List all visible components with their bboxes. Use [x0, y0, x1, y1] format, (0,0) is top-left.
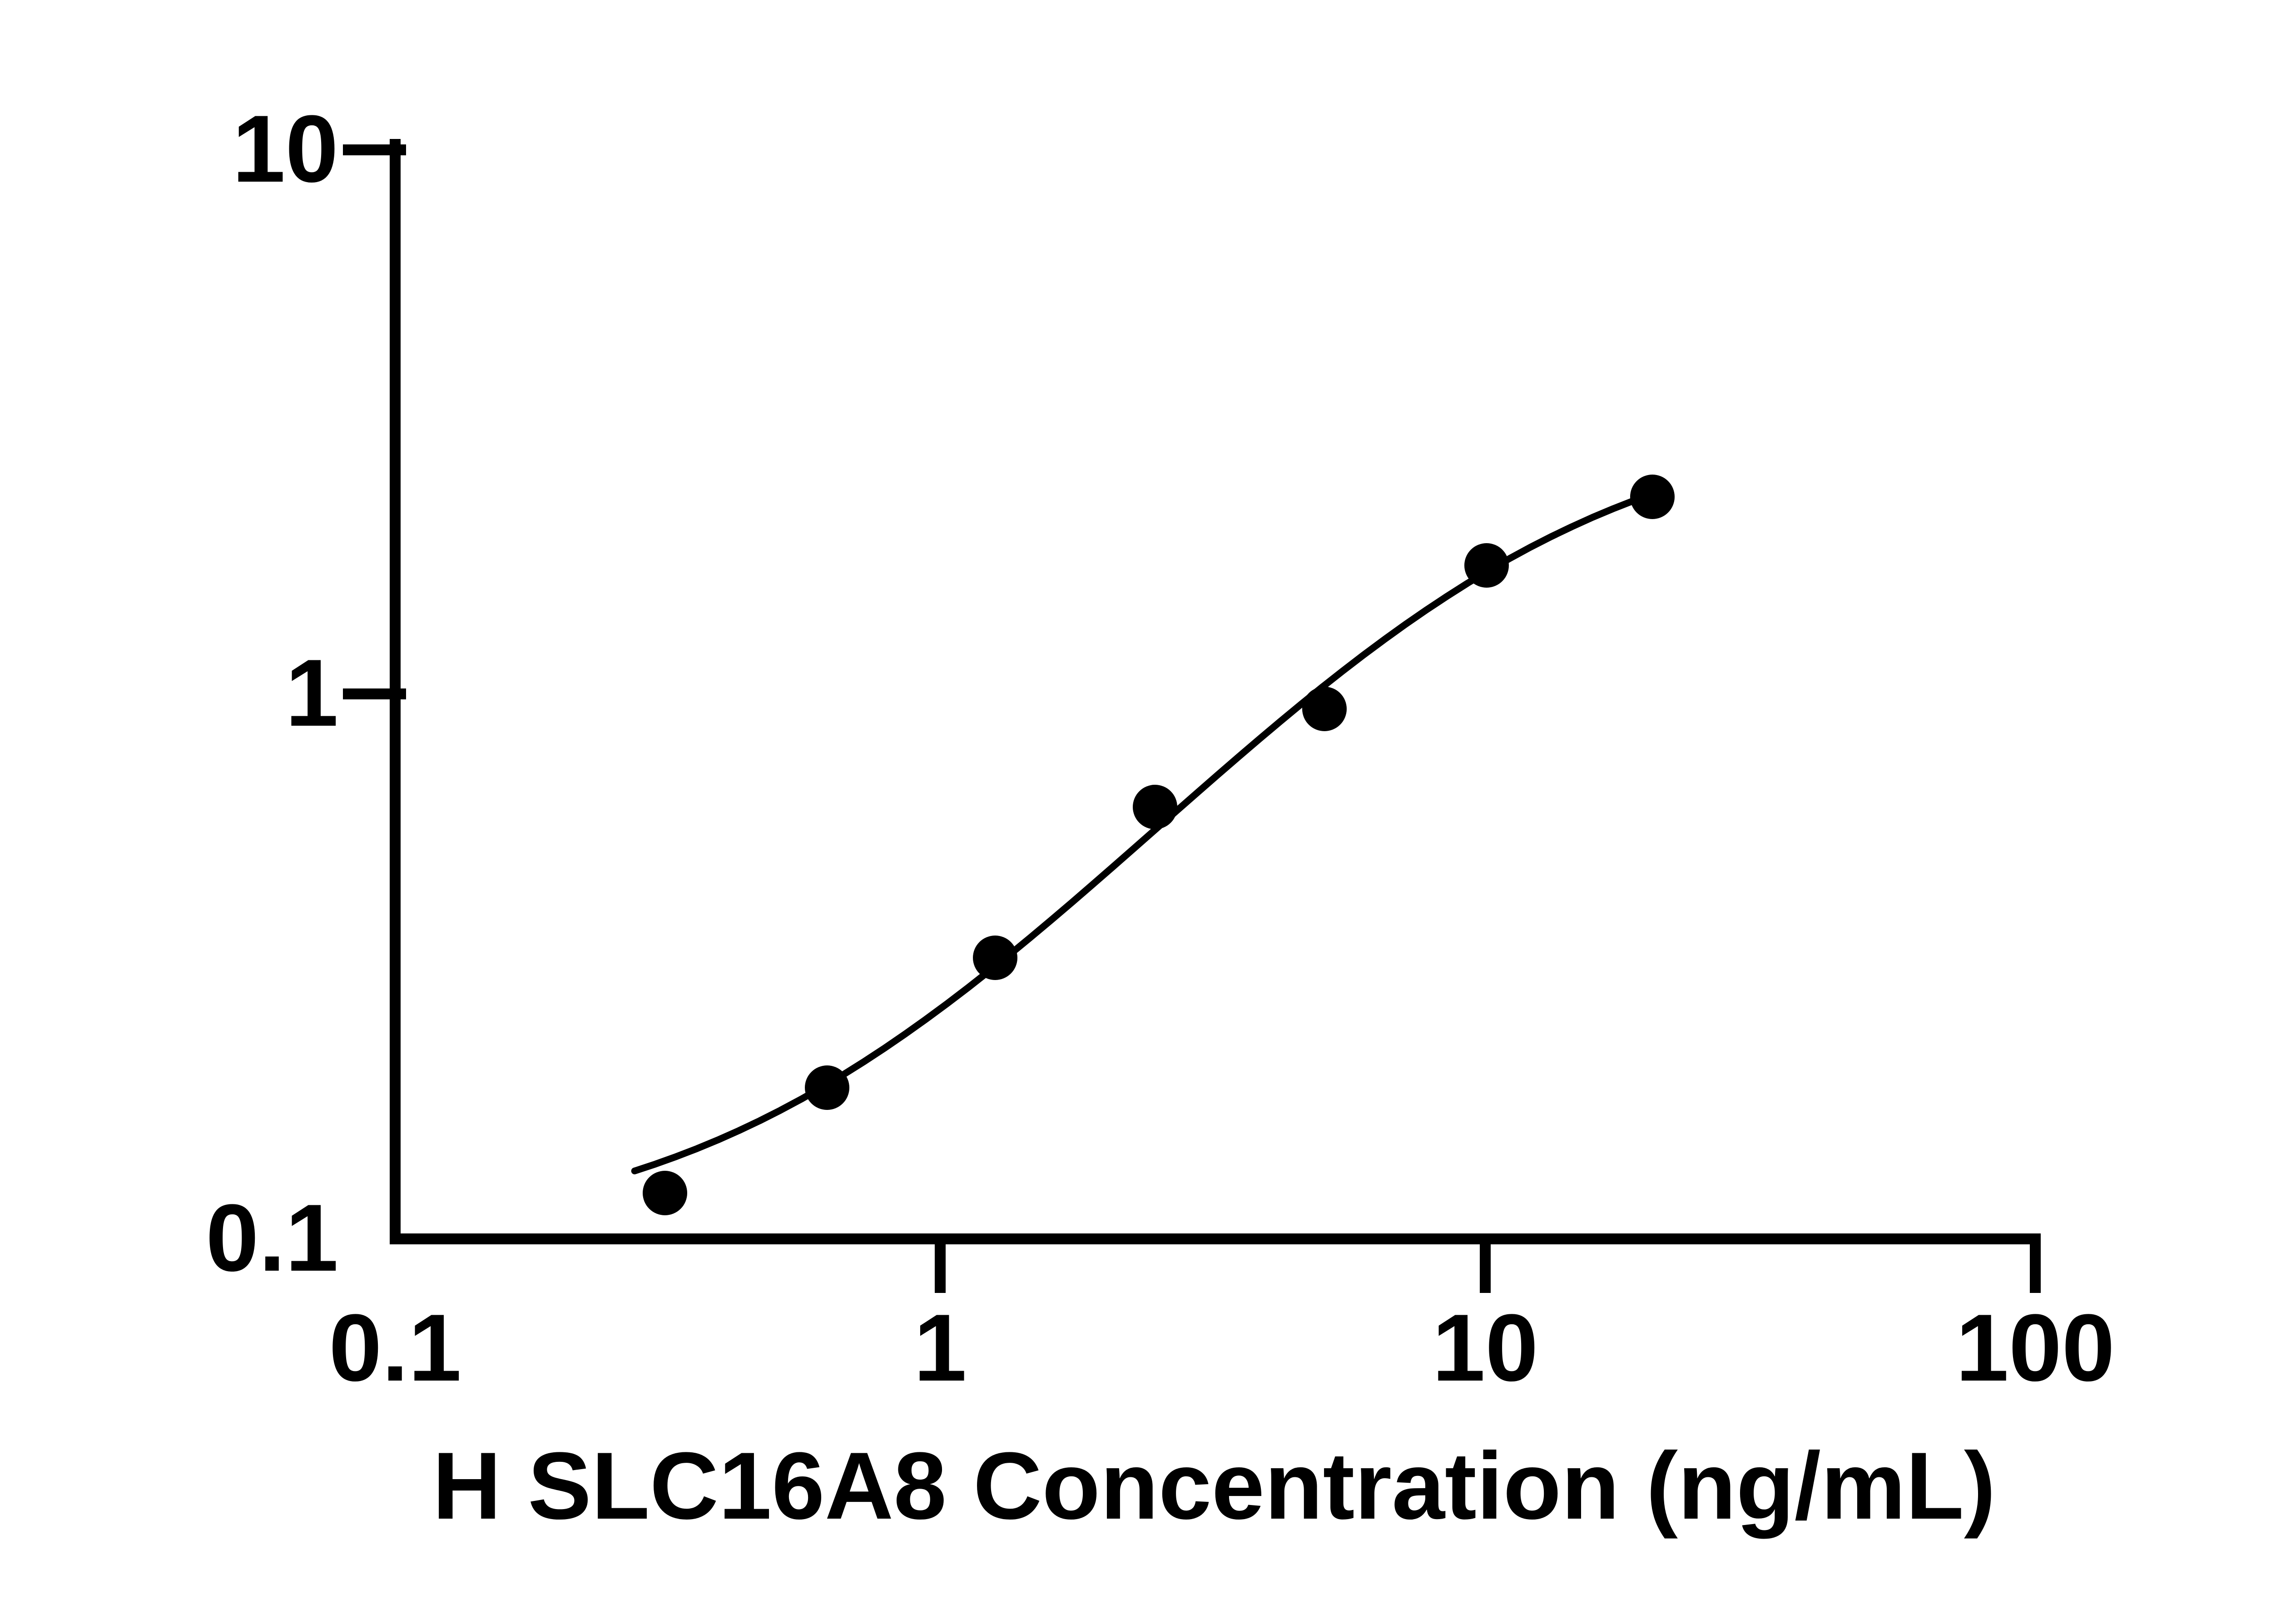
svg-text:H SLC16A8 Concentration (ng/mL: H SLC16A8 Concentration (ng/mL)	[432, 1432, 1996, 1539]
svg-text:0.1: 0.1	[329, 1294, 461, 1401]
svg-text:10: 10	[232, 95, 338, 202]
svg-text:100: 100	[1956, 1294, 2115, 1401]
svg-text:1: 1	[914, 1294, 967, 1401]
svg-text:10: 10	[1432, 1294, 1538, 1401]
svg-text:1: 1	[285, 639, 338, 746]
svg-text:0.1: 0.1	[206, 1184, 338, 1291]
